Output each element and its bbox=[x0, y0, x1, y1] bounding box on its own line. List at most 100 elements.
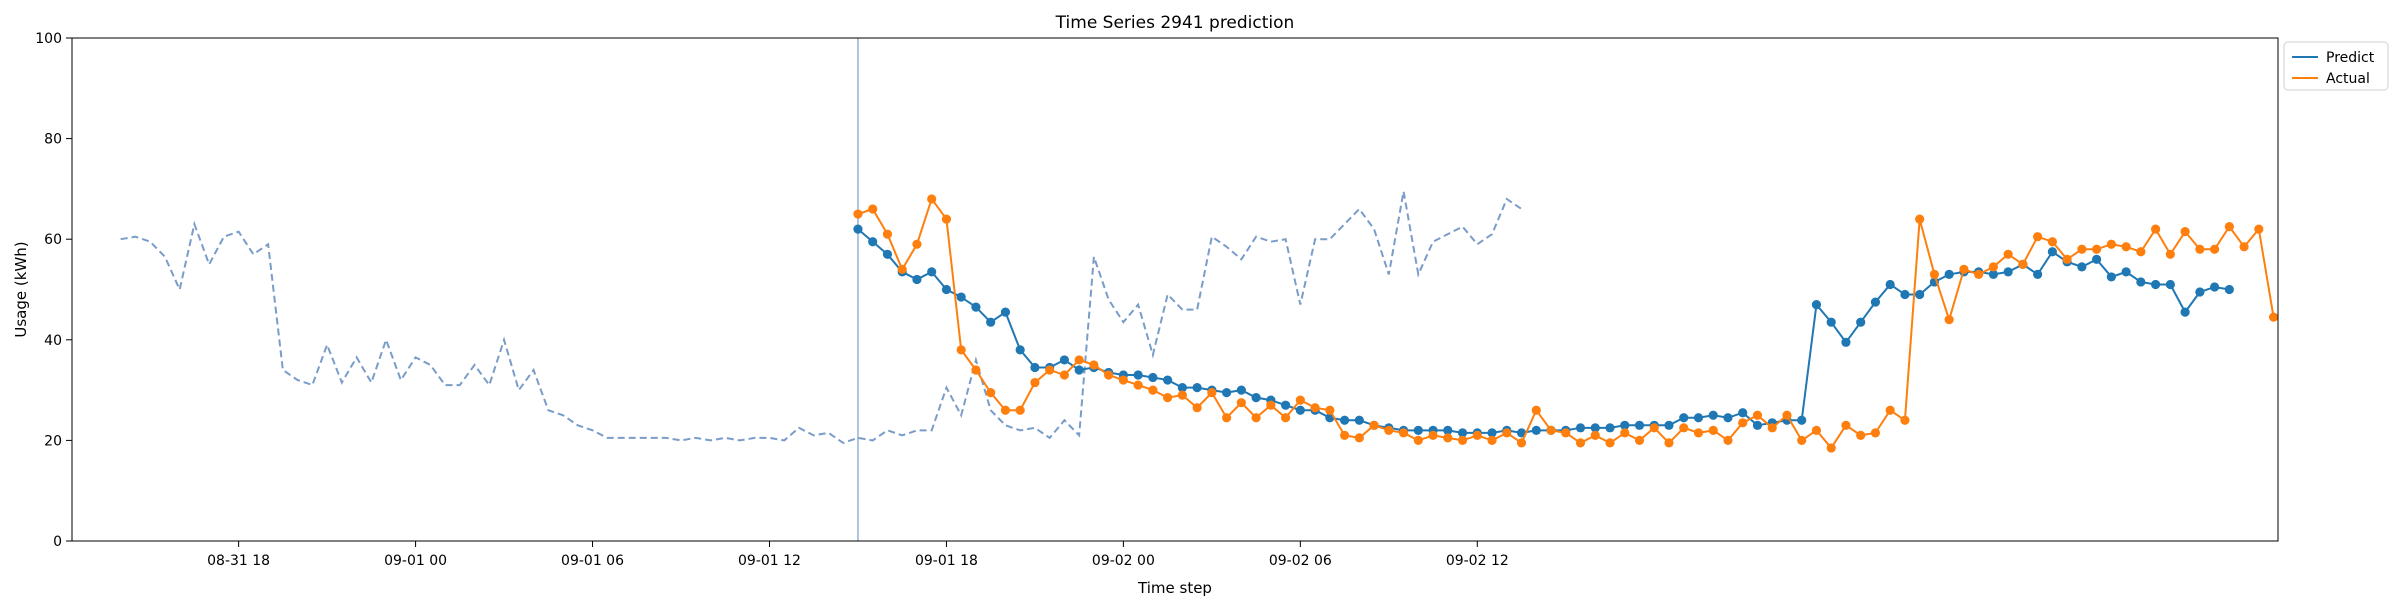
actual-point bbox=[1384, 425, 1394, 435]
x-tick-label: 09-02 12 bbox=[1446, 553, 1509, 569]
actual-point bbox=[1310, 403, 1320, 413]
y-axis: 0 20 40 60 80 100 bbox=[35, 31, 72, 550]
actual-point bbox=[1472, 430, 1482, 440]
predict-point bbox=[2136, 277, 2146, 287]
predict-point bbox=[971, 302, 981, 312]
actual-point bbox=[1575, 438, 1586, 448]
predict-point bbox=[1354, 415, 1364, 425]
actual-point bbox=[1457, 435, 1468, 445]
predict-point bbox=[1531, 425, 1541, 435]
actual-point bbox=[853, 209, 863, 219]
actual-point bbox=[971, 365, 981, 375]
predict-point bbox=[1605, 423, 1615, 433]
actual-point bbox=[2003, 249, 2013, 259]
predict-point bbox=[1723, 413, 1733, 423]
predict-point bbox=[1192, 382, 1202, 393]
predict-point bbox=[1457, 428, 1468, 438]
actual-point bbox=[1900, 415, 1910, 425]
actual-point bbox=[1133, 380, 1143, 390]
actual-point bbox=[1516, 438, 1527, 448]
actual-point bbox=[2106, 239, 2116, 249]
predict-series-line bbox=[857, 228, 2230, 434]
predict-point bbox=[941, 284, 952, 295]
actual-point bbox=[1000, 405, 1011, 415]
actual-point bbox=[1767, 423, 1777, 433]
predict-point bbox=[1074, 365, 1084, 375]
actual-point bbox=[1590, 430, 1600, 440]
predict-point bbox=[1988, 269, 1998, 280]
actual-point bbox=[1634, 435, 1645, 445]
x-axis-title: Time step bbox=[1137, 579, 1212, 597]
history-line bbox=[120, 191, 1523, 445]
predict-point bbox=[1575, 423, 1586, 433]
x-tick-label: 09-02 00 bbox=[1092, 553, 1155, 569]
predict-point bbox=[1030, 362, 1040, 373]
actual-point bbox=[2047, 237, 2057, 247]
predict-point bbox=[1885, 279, 1895, 290]
actual-point bbox=[1708, 425, 1718, 435]
actual-point bbox=[1752, 410, 1763, 420]
actual-point bbox=[1177, 390, 1187, 400]
actual-point bbox=[1251, 413, 1261, 423]
predict-point bbox=[1413, 425, 1423, 435]
actual-point bbox=[986, 388, 996, 398]
actual-point bbox=[2254, 224, 2264, 234]
actual-point bbox=[1841, 420, 1851, 430]
predict-point bbox=[2165, 279, 2175, 290]
predict-point bbox=[882, 249, 893, 259]
actual-series-line bbox=[857, 196, 2275, 450]
actual-point bbox=[1944, 315, 1954, 325]
actual-point bbox=[1885, 405, 1895, 415]
y-tick-label: 100 bbox=[35, 31, 62, 47]
predict-point bbox=[1841, 337, 1851, 347]
actual-point bbox=[882, 229, 893, 239]
predict-point bbox=[1443, 425, 1453, 435]
actual-point bbox=[1649, 423, 1659, 433]
legend-label-actual: Actual bbox=[2326, 71, 2370, 87]
actual-point bbox=[1487, 435, 1497, 445]
predict-point bbox=[1679, 413, 1689, 423]
actual-point bbox=[1856, 430, 1866, 440]
actual-point bbox=[868, 204, 878, 214]
actual-point bbox=[1192, 403, 1202, 413]
predict-point bbox=[1163, 375, 1173, 385]
predict-point bbox=[2047, 247, 2057, 257]
actual-point bbox=[1693, 428, 1704, 438]
predict-point bbox=[1826, 317, 1836, 327]
x-tick-label: 09-01 06 bbox=[561, 553, 624, 569]
predict-point bbox=[1177, 382, 1187, 393]
predict-point bbox=[1133, 370, 1143, 380]
actual-point bbox=[1811, 425, 1822, 435]
actual-point bbox=[1163, 393, 1173, 403]
actual-point bbox=[2195, 244, 2205, 254]
actual-point bbox=[2136, 247, 2146, 257]
x-tick-label: 09-02 06 bbox=[1269, 553, 1332, 569]
predict-point bbox=[1870, 297, 1881, 307]
actual-point bbox=[941, 214, 952, 224]
actual-point bbox=[1266, 400, 1276, 410]
predict-point bbox=[1236, 385, 1246, 395]
predict-point bbox=[2033, 269, 2043, 280]
actual-point bbox=[1118, 375, 1128, 385]
actual-point bbox=[2092, 244, 2102, 254]
actual-point bbox=[1561, 428, 1571, 438]
predict-point bbox=[1000, 307, 1011, 317]
actual-point bbox=[1280, 413, 1291, 423]
predict-point bbox=[986, 317, 996, 327]
predict-point bbox=[1015, 345, 1025, 355]
predict-point bbox=[1222, 388, 1232, 398]
predict-point bbox=[2092, 254, 2102, 264]
predict-point bbox=[1620, 420, 1630, 430]
predict-point bbox=[2195, 287, 2205, 297]
predict-point bbox=[1251, 393, 1261, 403]
actual-point bbox=[2062, 254, 2072, 264]
actual-point bbox=[1104, 370, 1114, 380]
x-tick-label: 09-01 00 bbox=[384, 553, 447, 569]
predict-point bbox=[1900, 289, 1910, 300]
actual-point bbox=[1428, 430, 1438, 440]
predict-point bbox=[2121, 267, 2131, 277]
actual-point bbox=[912, 239, 922, 249]
predict-point bbox=[1944, 269, 1954, 280]
actual-point bbox=[1988, 262, 1998, 272]
